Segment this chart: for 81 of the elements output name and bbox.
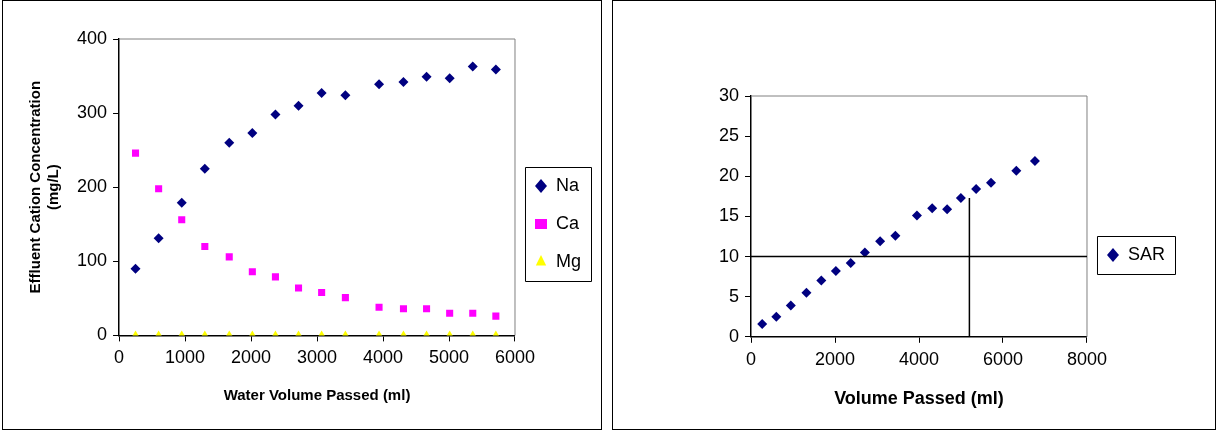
point	[248, 268, 256, 276]
point	[155, 185, 163, 193]
point	[490, 64, 501, 75]
y-tick-label: 400	[76, 27, 108, 48]
legend-label: Ca	[556, 212, 580, 233]
point	[444, 73, 455, 84]
point	[446, 309, 454, 317]
point	[176, 197, 187, 208]
point	[757, 318, 768, 329]
point	[785, 300, 796, 311]
point	[374, 79, 385, 90]
x-tick-label: 4000	[362, 347, 404, 368]
point	[771, 311, 782, 322]
y-tick-label: 15	[718, 205, 740, 226]
x-tick-label: 2000	[231, 347, 272, 368]
legend-label: Mg	[556, 250, 582, 271]
point	[271, 273, 279, 281]
x-tick-label: 8000	[1066, 348, 1108, 369]
point	[318, 288, 326, 296]
x-axis-title: Volume Passed (ml)	[834, 388, 1004, 409]
point	[247, 128, 258, 139]
point	[801, 287, 812, 298]
point	[316, 88, 327, 99]
x-tick-label: 6000	[494, 347, 536, 368]
point	[890, 230, 901, 241]
y-tick-label: 200	[76, 176, 108, 197]
point	[132, 149, 140, 157]
point	[492, 312, 500, 320]
point	[199, 163, 210, 174]
point	[875, 236, 886, 247]
point	[340, 90, 351, 101]
x-tick-label: 5000	[428, 347, 470, 368]
y-tick-label: 0	[97, 324, 108, 345]
x-tick-label: 4000	[898, 348, 940, 369]
x-tick-label: 0	[114, 347, 125, 368]
x-tick-label: 0	[746, 348, 757, 369]
point	[927, 203, 938, 214]
point	[201, 242, 209, 251]
point	[398, 76, 409, 87]
x-axis-title: Water Volume Passed (ml)	[223, 386, 411, 404]
y-tick-label: 20	[718, 165, 740, 186]
point	[225, 253, 233, 261]
y-tick-label: 300	[76, 102, 108, 123]
point	[421, 71, 432, 82]
x-tick-label: 2000	[814, 348, 856, 369]
point	[423, 305, 431, 313]
point	[178, 216, 186, 224]
point	[375, 303, 383, 311]
y-tick-label: 25	[718, 125, 740, 146]
point	[153, 233, 164, 244]
x-tick-label: 6000	[982, 348, 1024, 369]
y-tick-label: 100	[76, 250, 108, 271]
point	[985, 177, 996, 188]
point	[911, 210, 922, 221]
point	[469, 309, 477, 317]
point	[1029, 156, 1040, 167]
x-tick-label: 3000	[296, 347, 338, 368]
point	[971, 184, 982, 195]
point	[845, 257, 856, 268]
point	[293, 100, 304, 111]
point	[859, 247, 870, 258]
point	[830, 265, 841, 276]
x-tick-label: 1000	[165, 347, 206, 368]
point	[270, 109, 281, 120]
point	[955, 192, 966, 203]
legend-label: Na	[556, 174, 580, 195]
point	[295, 284, 303, 292]
point	[399, 305, 407, 313]
point	[130, 263, 141, 274]
point	[942, 204, 953, 215]
point	[341, 294, 349, 302]
y-tick-label: 10	[718, 245, 740, 266]
y-axis-title: Effluent Cation Concentration (mg/L)	[26, 80, 62, 294]
point	[1011, 165, 1022, 176]
point	[224, 137, 235, 148]
legend-label: SAR	[1127, 243, 1165, 264]
point	[467, 61, 478, 72]
y-tick-label: 30	[718, 84, 740, 105]
y-tick-label: 5	[729, 285, 740, 306]
y-tick-label: 0	[729, 325, 740, 346]
point	[816, 275, 827, 286]
